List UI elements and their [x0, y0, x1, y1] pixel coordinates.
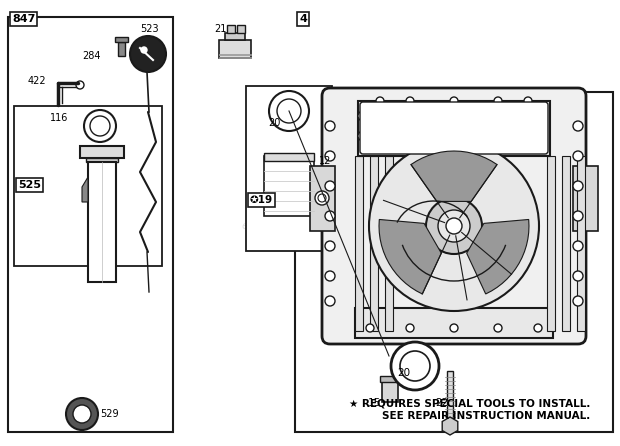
Circle shape — [406, 324, 414, 332]
Bar — [88, 162, 116, 282]
Polygon shape — [82, 177, 88, 202]
Circle shape — [535, 111, 545, 121]
Circle shape — [573, 121, 583, 131]
Bar — [355, 308, 553, 338]
Circle shape — [141, 47, 147, 53]
Text: ✪19: ✪19 — [250, 195, 273, 205]
Circle shape — [573, 211, 583, 221]
Text: 529: 529 — [100, 409, 118, 419]
Bar — [237, 25, 245, 33]
Circle shape — [573, 296, 583, 306]
Circle shape — [130, 36, 166, 72]
Circle shape — [315, 191, 329, 205]
Bar — [355, 156, 363, 331]
Text: 15: 15 — [368, 398, 381, 408]
Polygon shape — [442, 417, 458, 435]
Text: 20: 20 — [397, 368, 410, 378]
Text: 523: 523 — [140, 24, 159, 34]
Text: 22: 22 — [435, 398, 448, 408]
Circle shape — [400, 351, 430, 381]
Bar — [385, 156, 393, 331]
Bar — [264, 156, 314, 216]
Circle shape — [406, 97, 414, 105]
Polygon shape — [411, 151, 497, 202]
Bar — [118, 42, 125, 56]
Circle shape — [573, 241, 583, 251]
Bar — [295, 92, 613, 432]
Circle shape — [573, 271, 583, 281]
Circle shape — [366, 324, 374, 332]
Circle shape — [450, 97, 458, 105]
Text: 20: 20 — [268, 118, 280, 128]
Circle shape — [84, 110, 116, 142]
Circle shape — [524, 97, 532, 105]
Circle shape — [325, 271, 335, 281]
Bar — [562, 156, 570, 331]
Circle shape — [277, 99, 301, 123]
Circle shape — [573, 151, 583, 161]
Circle shape — [438, 210, 470, 242]
Circle shape — [318, 194, 326, 202]
Bar — [447, 371, 453, 421]
Circle shape — [376, 97, 384, 105]
Circle shape — [325, 151, 335, 161]
Circle shape — [494, 324, 502, 332]
Circle shape — [66, 398, 98, 430]
Circle shape — [358, 111, 368, 121]
Circle shape — [426, 198, 482, 254]
Bar — [219, 40, 251, 58]
Bar — [577, 156, 585, 331]
Bar — [370, 156, 378, 331]
Text: 284: 284 — [82, 51, 100, 61]
FancyBboxPatch shape — [322, 88, 586, 344]
FancyBboxPatch shape — [360, 102, 548, 154]
Text: 12: 12 — [319, 156, 331, 166]
Circle shape — [325, 121, 335, 131]
Polygon shape — [467, 219, 529, 294]
Circle shape — [325, 296, 335, 306]
Circle shape — [446, 218, 462, 234]
Text: 847: 847 — [12, 14, 35, 24]
Bar — [547, 156, 555, 331]
Text: 116: 116 — [50, 113, 68, 123]
Circle shape — [494, 97, 502, 105]
Bar — [573, 166, 598, 231]
Bar — [382, 380, 398, 402]
Circle shape — [90, 116, 110, 136]
Circle shape — [73, 405, 91, 423]
Text: ★ REQUIRES SPECIAL TOOLS TO INSTALL.: ★ REQUIRES SPECIAL TOOLS TO INSTALL. — [348, 398, 590, 408]
Text: SEE REPAIR INSTRUCTION MANUAL.: SEE REPAIR INSTRUCTION MANUAL. — [382, 411, 590, 421]
Text: eReplacementParts.com: eReplacementParts.com — [242, 221, 378, 231]
Circle shape — [534, 324, 542, 332]
Bar — [8, 17, 173, 432]
Text: 525: 525 — [18, 180, 41, 190]
Circle shape — [269, 91, 309, 131]
Circle shape — [76, 81, 84, 89]
Text: 21: 21 — [214, 24, 226, 34]
Circle shape — [535, 131, 545, 141]
Bar — [310, 166, 335, 231]
Circle shape — [325, 241, 335, 251]
Circle shape — [369, 141, 539, 311]
Polygon shape — [379, 219, 441, 294]
Circle shape — [450, 324, 458, 332]
Bar — [380, 376, 400, 382]
Bar — [227, 25, 235, 33]
Circle shape — [573, 181, 583, 191]
Bar — [115, 37, 128, 42]
Bar — [264, 153, 314, 161]
Bar — [358, 101, 550, 156]
Text: 4: 4 — [299, 14, 307, 24]
Circle shape — [325, 181, 335, 191]
Bar — [246, 86, 332, 251]
Circle shape — [358, 131, 368, 141]
Text: 422: 422 — [28, 76, 46, 86]
Circle shape — [325, 211, 335, 221]
Bar — [225, 33, 245, 40]
Bar — [80, 146, 124, 158]
Circle shape — [391, 342, 439, 390]
Bar — [14, 106, 162, 266]
Bar — [86, 158, 118, 162]
